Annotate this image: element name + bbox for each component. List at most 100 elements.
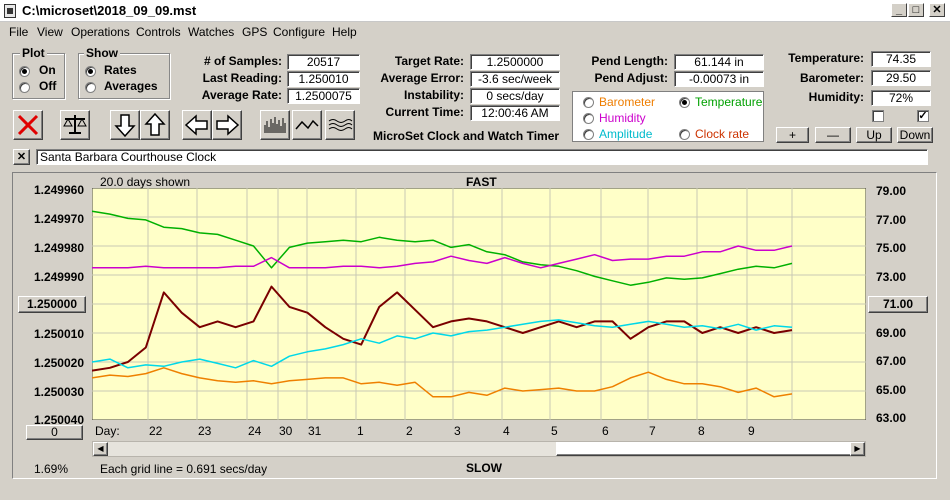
line-view-button[interactable] — [292, 110, 322, 140]
series-amplitude — [92, 319, 793, 369]
center-rate-button[interactable]: 1.250000 — [18, 296, 86, 313]
target-rate-label: Target Rate: — [394, 54, 464, 68]
option-checkbox-2[interactable]: ✓ — [917, 110, 929, 122]
balance-button[interactable] — [60, 110, 90, 140]
scroll-up-button[interactable] — [140, 110, 170, 140]
clock-name-field[interactable]: Santa Barbara Courthouse Clock — [36, 149, 928, 165]
left-tick-label: 1.249970 — [33, 212, 84, 226]
plot-on-label: On — [39, 63, 56, 77]
window-title: C:\microset\2018_09_09.mst — [22, 3, 197, 18]
balance-scale-icon — [63, 115, 87, 134]
last-reading-field: 1.250010 — [287, 71, 360, 87]
humidity-field: 72% — [871, 90, 931, 106]
samples-label: # of Samples: — [203, 54, 282, 68]
clock-rate-radio[interactable] — [679, 129, 690, 140]
show-rates-label: Rates — [104, 63, 137, 77]
current-time-field: 12:00:46 AM — [470, 105, 560, 121]
day-tick-label: 1 — [357, 424, 364, 438]
samples-field: 20517 — [287, 54, 360, 70]
fast-label: FAST — [466, 175, 497, 189]
plot-on-radio[interactable] — [19, 66, 30, 77]
horizontal-scrollbar[interactable]: ◀ ▶ — [92, 441, 866, 457]
left-tick-label: 1.249980 — [33, 241, 84, 255]
wave-view-button[interactable] — [325, 110, 355, 140]
day-tick-label: 9 — [748, 424, 755, 438]
grid-lines — [92, 188, 866, 420]
stop-button[interactable] — [13, 110, 43, 140]
red-x-icon — [17, 114, 39, 136]
menu-help[interactable]: Help — [332, 25, 357, 39]
scroll-right-button[interactable] — [212, 110, 242, 140]
average-rate-label: Average Rate: — [201, 88, 282, 102]
average-error-field: -3.6 sec/week — [470, 71, 560, 87]
day-tick-label: 22 — [149, 424, 163, 438]
scroll-left-button[interactable] — [182, 110, 212, 140]
close-window-button[interactable]: ✕ — [929, 3, 945, 17]
pend-adjust-field: -0.00073 in — [674, 71, 764, 87]
right-tick-label: 75.00 — [876, 241, 907, 255]
menu-gps[interactable]: GPS — [242, 25, 268, 39]
average-rate-field: 1.2500075 — [287, 88, 360, 104]
chart-plot — [92, 188, 866, 420]
day-tick-label: 30 — [279, 424, 293, 438]
plot-group-label: Plot — [20, 46, 47, 60]
down-button[interactable]: Down — [897, 127, 933, 143]
line-graph-icon — [295, 119, 319, 130]
show-rates-radio[interactable] — [85, 66, 96, 77]
arrow-right-icon — [216, 114, 240, 136]
barometer-radio[interactable] — [583, 97, 594, 108]
day-tick-label: 23 — [198, 424, 212, 438]
app-icon[interactable] — [4, 4, 16, 18]
menu-bar: File View Operations Controls Watches GP… — [0, 22, 950, 42]
offset-button[interactable]: 0 — [26, 425, 83, 440]
instability-field: 0 secs/day — [470, 88, 560, 104]
menu-file[interactable]: File — [9, 25, 29, 39]
menu-configure[interactable]: Configure — [273, 25, 326, 39]
target-rate-field: 1.2500000 — [470, 54, 560, 70]
amplitude-radio[interactable] — [583, 129, 594, 140]
temperature-option-label: Temperature — [695, 95, 763, 109]
day-tick-label: 31 — [308, 424, 322, 438]
timer-title: MicroSet Clock and Watch Timer — [373, 129, 560, 143]
center-sensor-button[interactable]: 71.00 — [868, 296, 928, 313]
option-checkbox-1[interactable] — [872, 110, 884, 122]
scroll-left-arrow[interactable]: ◀ — [93, 442, 108, 456]
maximize-button[interactable]: □ — [908, 3, 924, 17]
scroll-thumb[interactable] — [556, 442, 853, 456]
wave-lines-icon — [328, 119, 353, 131]
last-reading-label: Last Reading: — [202, 71, 282, 85]
day-tick-label: 5 — [551, 424, 558, 438]
instability-label: Instability: — [403, 88, 464, 102]
series-humidity — [92, 245, 793, 269]
average-error-label: Average Error: — [380, 71, 464, 85]
show-averages-radio[interactable] — [85, 82, 96, 93]
barometer-field: 29.50 — [871, 70, 931, 86]
bar-view-button[interactable] — [260, 110, 290, 140]
menu-controls[interactable]: Controls — [136, 25, 181, 39]
left-tick-label: 1.250030 — [33, 385, 84, 399]
right-tick-label: 69.00 — [876, 326, 907, 340]
day-tick-label: 3 — [454, 424, 461, 438]
up-button[interactable]: Up — [856, 127, 892, 143]
scroll-down-button[interactable] — [110, 110, 140, 140]
minus-button[interactable]: — — [815, 127, 851, 143]
slow-label: SLOW — [466, 461, 502, 475]
minimize-button[interactable]: _ — [891, 3, 907, 17]
day-tick-label: 8 — [698, 424, 705, 438]
barometer-option-label: Barometer — [599, 95, 656, 109]
menu-view[interactable]: View — [37, 25, 63, 39]
show-group-label: Show — [84, 46, 120, 60]
left-tick-label: 1.249990 — [33, 270, 84, 284]
temperature-radio[interactable] — [679, 97, 690, 108]
plus-button[interactable]: + — [776, 127, 809, 143]
series-barometer — [92, 367, 793, 398]
menu-watches[interactable]: Watches — [188, 25, 235, 39]
series-lines — [92, 210, 793, 398]
menu-operations[interactable]: Operations — [71, 25, 130, 39]
day-tick-label: 2 — [406, 424, 413, 438]
plot-off-radio[interactable] — [19, 82, 30, 93]
humidity-radio[interactable] — [583, 113, 594, 124]
scroll-right-arrow[interactable]: ▶ — [850, 442, 865, 456]
clear-name-button[interactable]: ✕ — [13, 149, 30, 165]
arrow-down-icon — [114, 114, 136, 138]
